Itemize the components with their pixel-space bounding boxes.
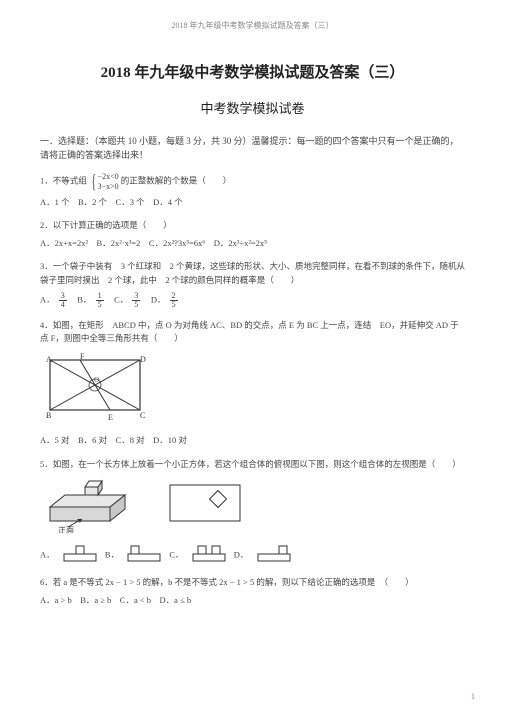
vertex-d: D [140,355,146,364]
q4-figure: A F D O B E C [40,352,465,428]
q5-options: A． B． C． D． [40,544,465,567]
brace-icon: { [91,177,96,187]
q5-opt-c-shape [192,544,226,567]
frac-den: 5 [96,301,104,309]
vertex-o: O [94,376,99,384]
q6-options: A．a > b B．a ≥ b C．a < b D．a ≤ b [40,594,465,608]
q3-opt-c-label: C． [114,294,128,304]
q3-opt-d-frac: 25 [170,292,178,309]
vertex-e: E [108,413,113,422]
question-6: 6．若 a 是不等式 2x − 1 > 5 的解，b 不是不等式 2x − 1 … [40,576,465,590]
q5-front-label: 正面 [58,526,74,533]
q3-opt-b-frac: 15 [96,292,104,309]
q2-options: A．2x+x=2x² B．2x²·x³=2 C．2x²?3x³=6x⁶ D．2x… [40,237,465,251]
q4-options: A．5 对 B．6 对 C．8 对 D．10 对 [40,434,465,448]
frac-den: 4 [59,301,67,309]
page-header: 2018 年九年级中考数学模拟试题及答案（三） [40,20,465,33]
q3-opt-b-label: B． [77,294,91,304]
question-5: 5．如图，在一个长方体上放着一个小正方体，若这个组合体的俯视图以下图，则这个组合… [40,458,465,472]
q1-sys-bot: 3−x>0 [98,182,119,191]
question-1: 1．不等式组 { −2x<0 3−x>0 的正整数解的个数是（ ） [40,172,465,191]
sub-title: 中考数学模拟试卷 [40,99,465,120]
main-title: 2018 年九年级中考数学模拟试题及答案（三） [40,61,465,85]
q5-opt-a-shape [63,544,97,567]
rectangle-diagram: A F D O B E C [40,352,150,424]
vertex-c: C [140,411,145,420]
solid-views: 正面 [40,477,300,533]
exam-page: 2018 年九年级中考数学模拟试题及答案（三） 2018 年九年级中考数学模拟试… [0,0,505,714]
question-4: 4．如图，在矩形 ABCD 中，点 O 为对角线 AC、BD 的交点，点 E 为… [40,319,465,346]
page-number: 1 [471,691,475,704]
question-2: 2．以下计算正确的选项是（ ） [40,219,465,233]
vertex-a: A [46,355,52,364]
q5-opt-a-label: A． [40,549,55,559]
q1-text-b: 的正整数解的个数是（ ） [121,176,232,186]
q1-options: A．1 个 B．2 个 C．3 个 D．4 个 [40,196,465,210]
q5-opt-c-label: C． [169,549,183,559]
q5-figure: 正面 [40,477,465,537]
question-3: 3．一个袋子中装有 3 个红球和 2 个黄球，这些球的形状、大小、质地完整同样，… [40,260,465,287]
q3-opt-d-label: D． [151,294,166,304]
q3-opt-c-frac: 35 [132,292,140,309]
frac-den: 5 [170,301,178,309]
q5-opt-b-label: B． [105,549,119,559]
q5-opt-d-label: D． [234,549,249,559]
q3-opt-a-frac: 34 [59,292,67,309]
vertex-f: F [80,352,85,361]
frac-den: 5 [132,301,140,309]
q1-text-a: 1．不等式组 [40,176,87,186]
q1-system: −2x<0 3−x>0 [98,172,119,191]
q5-opt-d-shape [257,544,291,567]
q5-opt-b-shape [127,544,161,567]
q1-sys-top: −2x<0 [98,172,119,181]
q3-options: A． 34 B． 15 C． 35 D． 25 [40,292,465,309]
vertex-b: B [46,411,51,420]
section-instructions: 一．选择题：（本题共 10 小题，每题 3 分，共 30 分）温馨提示：每一题的… [40,134,465,163]
q3-opt-a-label: A． [40,294,55,304]
